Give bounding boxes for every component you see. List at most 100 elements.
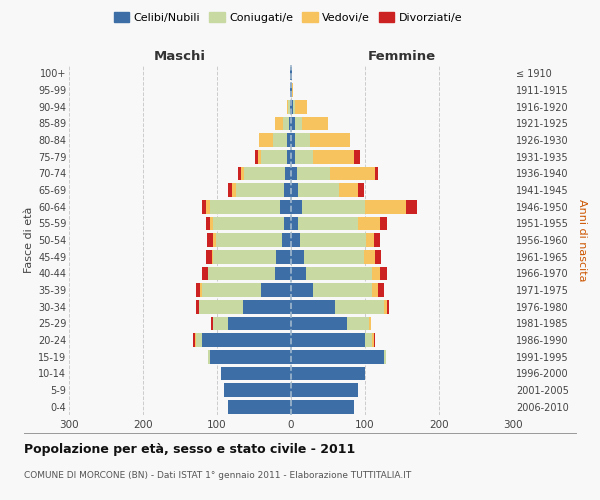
Bar (214, 316, 228, 330)
Bar (208, 266, 275, 280)
Bar (291, 133, 295, 147)
Bar (330, 166, 374, 180)
Bar (293, 100, 295, 114)
Bar (291, 250, 304, 264)
Bar (313, 150, 354, 164)
Bar (383, 300, 387, 314)
Bar (238, 166, 241, 180)
Bar (209, 216, 214, 230)
Bar (193, 333, 195, 347)
Bar (287, 100, 288, 114)
Bar (212, 250, 214, 264)
Bar (300, 233, 367, 247)
Bar (291, 383, 358, 397)
Bar (287, 133, 291, 147)
Bar (276, 250, 291, 264)
Bar (339, 183, 358, 197)
Bar (224, 383, 291, 397)
Bar (211, 316, 214, 330)
Bar (196, 300, 199, 314)
Bar (282, 233, 291, 247)
Bar (406, 200, 417, 213)
Bar (206, 216, 209, 230)
Bar (284, 216, 291, 230)
Bar (287, 150, 291, 164)
Legend: Celibi/Nubili, Coniugati/e, Vedovi/e, Divorziati/e: Celibi/Nubili, Coniugati/e, Vedovi/e, Di… (109, 8, 467, 28)
Bar (295, 100, 307, 114)
Bar (367, 233, 374, 247)
Y-axis label: Fasce di età: Fasce di età (23, 207, 34, 273)
Bar (291, 316, 347, 330)
Bar (302, 200, 365, 213)
Bar (373, 333, 374, 347)
Bar (221, 366, 291, 380)
Bar (288, 100, 290, 114)
Bar (208, 350, 209, 364)
Bar (202, 333, 291, 347)
Bar (347, 316, 368, 330)
Bar (387, 300, 389, 314)
Bar (304, 250, 364, 264)
Text: Maschi: Maschi (154, 50, 206, 62)
Bar (380, 266, 387, 280)
Bar (262, 283, 291, 297)
Text: COMUNE DI MORCONE (BN) - Dati ISTAT 1° gennaio 2011 - Elaborazione TUTTITALIA.IT: COMUNE DI MORCONE (BN) - Dati ISTAT 1° g… (24, 471, 411, 480)
Bar (291, 266, 306, 280)
Bar (196, 333, 202, 347)
Bar (374, 166, 379, 180)
Bar (284, 183, 291, 197)
Bar (214, 250, 276, 264)
Bar (335, 300, 383, 314)
Bar (235, 183, 284, 197)
Bar (295, 133, 310, 147)
Bar (373, 266, 380, 280)
Bar (228, 316, 291, 330)
Bar (358, 183, 364, 197)
Bar (200, 283, 202, 297)
Bar (291, 66, 292, 80)
Bar (379, 283, 384, 297)
Bar (374, 233, 380, 247)
Bar (259, 133, 272, 147)
Bar (208, 233, 214, 247)
Bar (244, 166, 285, 180)
Bar (228, 183, 232, 197)
Bar (243, 300, 291, 314)
Text: Femmine: Femmine (368, 50, 436, 62)
Bar (291, 400, 354, 413)
Y-axis label: Anni di nascita: Anni di nascita (577, 198, 587, 281)
Bar (272, 133, 287, 147)
Bar (364, 250, 374, 264)
Bar (291, 166, 297, 180)
Bar (256, 150, 258, 164)
Bar (290, 83, 291, 97)
Bar (291, 100, 293, 114)
Bar (302, 116, 328, 130)
Bar (275, 116, 283, 130)
Bar (289, 116, 291, 130)
Bar (310, 133, 350, 147)
Bar (209, 200, 280, 213)
Bar (290, 66, 291, 80)
Bar (291, 283, 313, 297)
Bar (354, 150, 360, 164)
Bar (291, 183, 298, 197)
Bar (196, 283, 200, 297)
Bar (295, 116, 302, 130)
Bar (228, 400, 291, 413)
Bar (306, 266, 373, 280)
Bar (195, 333, 196, 347)
Bar (291, 216, 298, 230)
Bar (295, 150, 313, 164)
Bar (380, 216, 387, 230)
Bar (291, 200, 302, 213)
Bar (214, 233, 215, 247)
Bar (383, 350, 386, 364)
Bar (291, 350, 383, 364)
Bar (215, 233, 282, 247)
Bar (206, 250, 212, 264)
Bar (297, 166, 330, 180)
Bar (365, 200, 406, 213)
Bar (365, 333, 373, 347)
Bar (291, 300, 335, 314)
